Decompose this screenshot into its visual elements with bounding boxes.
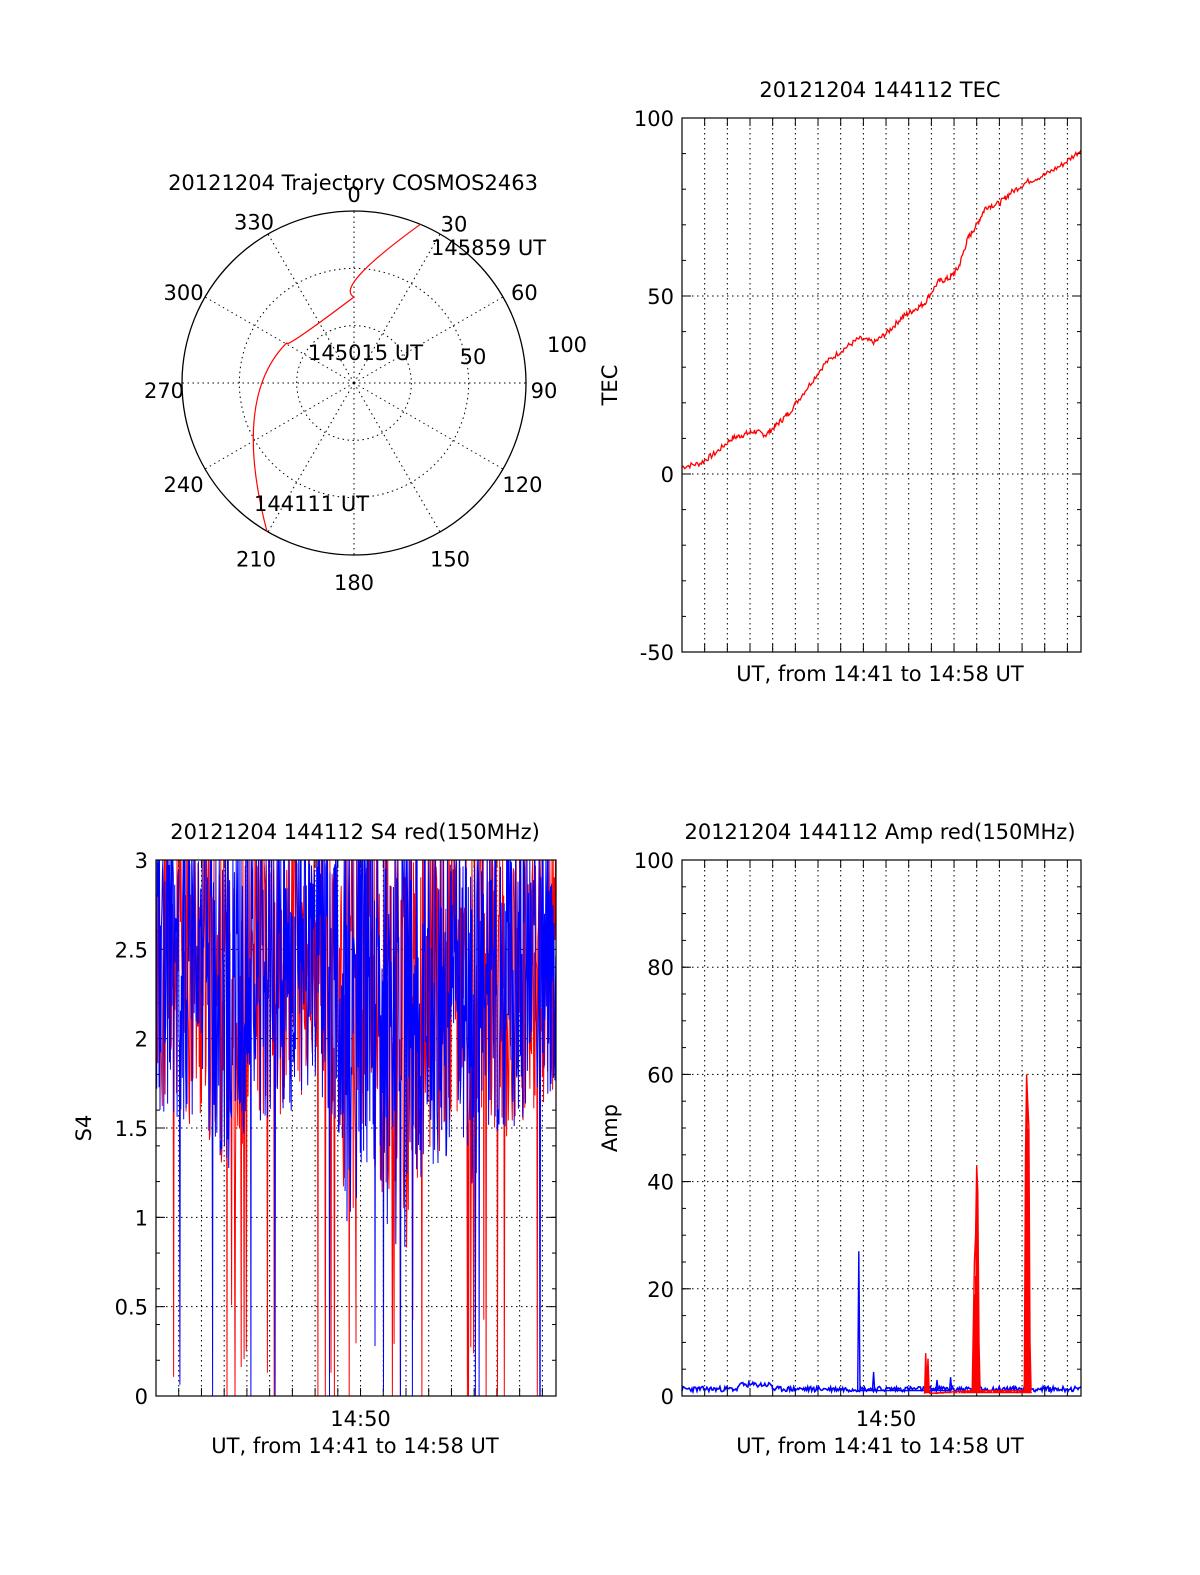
polar-azimuth-label: 0 [347,183,360,207]
s4-ytick-label: 2.5 [115,938,148,962]
polar-azimuth-label: 270 [144,379,184,403]
polar-range-ring [296,325,412,441]
track-label-start: 144111 UT [254,492,369,516]
polar-azimuth-label: 30 [441,213,468,237]
tec-ytick-label: 50 [647,285,674,309]
s4-plot-frame [155,859,557,1397]
s4-panel: 20121204 144112 S4 red(150MHz) 3 2.5 2 1.5 1… [72,820,557,1458]
amp-red-series-line [923,1074,1032,1395]
polar-azimuth-label: 330 [234,211,274,235]
s4-ytick-label: 1 [135,1206,148,1230]
polar-grid [181,210,527,556]
polar-spoke [353,296,504,384]
amp-ytick-label: 40 [647,1171,674,1195]
amp-ytick-label: 80 [647,956,674,980]
polar-azimuth-label: 150 [430,547,470,571]
tec-x-axis-label: UT, from 14:41 to 14:58 UT [736,662,1024,686]
polar-azimuth-label: 90 [531,379,558,403]
s4-ytick-label: 2 [135,1028,148,1052]
tec-y-tick-labels: 100 50 0 -50 [634,107,674,665]
amp-x-axis-label: UT, from 14:41 to 14:58 UT [736,1434,1024,1458]
trajectory-panel: 20121204 Trajectory COSMOS2463 0 30 60 90 12… [144,171,587,595]
s4-y-tick-labels: 3 2.5 2 1.5 1 0.5 0 [115,849,148,1409]
polar-radial-label-50: 50 [460,345,487,369]
amp-xtick-label: 14:50 [856,1407,917,1431]
polar-azimuth-label: 210 [236,547,276,571]
amp-y-axis-label: Amp [598,1104,622,1152]
tec-ytick-label: -50 [640,641,674,665]
amp-title: 20121204 144112 Amp red(150MHz) [684,820,1075,844]
polar-azimuth-label: 60 [511,281,538,305]
amp-blue-series-line [857,1251,953,1392]
amp-ytick-label: 100 [634,849,674,873]
polar-spoke [204,296,355,384]
amp-ytick-label: 0 [661,1385,674,1409]
amp-x-tick-labels: 14:50 [856,1407,917,1431]
amp-ytick-label: 20 [647,1278,674,1302]
s4-ytick-label: 0.5 [115,1296,148,1320]
s4-ytick-label: 0 [135,1385,148,1409]
polar-spoke [267,382,355,533]
polar-spoke [267,233,355,384]
polar-azimuth-label: 240 [164,473,204,497]
tec-plot-frame [681,117,1082,653]
s4-xtick-label: 14:50 [330,1407,391,1431]
polar-spoke [353,382,504,470]
track-label-mid: 145015 UT [308,341,423,365]
amp-panel: 20121204 144112 Amp red(150MHz) 100 80 60 4… [598,820,1082,1458]
tec-series-line [681,149,1082,470]
s4-blue-series-line [156,860,556,1396]
polar-azimuth-label: 300 [164,281,204,305]
amp-grid [682,860,1081,1396]
satellite-track [252,223,421,532]
polar-azimuth-label: 180 [334,571,374,595]
tec-grid [682,118,1081,652]
tec-y-axis-label: TEC [598,365,622,407]
tec-ytick-label: 100 [634,107,674,131]
amp-plot-frame [681,859,1082,1397]
polar-spoke [353,382,441,533]
s4-title: 20121204 144112 S4 red(150MHz) [170,820,540,844]
tec-title: 20121204 144112 TEC [759,78,1000,102]
track-label-end: 145859 UT [431,236,546,260]
polar-azimuth-label: 120 [502,473,542,497]
tec-panel: 20121204 144112 TEC 100 50 0 -50 TEC UT, fr… [598,78,1082,686]
polar-spoke [353,233,441,384]
tec-ytick-label: 0 [661,463,674,487]
polar-azimuth-labels: 0 30 60 90 120 150 180 210 240 270 300 330 [144,183,557,595]
amp-ytick-label: 60 [647,1063,674,1087]
polar-outer-circle [181,210,527,556]
s4-ytick-label: 3 [135,849,148,873]
amp-y-tick-labels: 100 80 60 40 20 0 [634,849,674,1409]
s4-y-axis-label: S4 [72,1115,96,1142]
s4-x-axis-label: UT, from 14:41 to 14:58 UT [211,1434,499,1458]
tec-tick-marks [682,117,1081,653]
s4-ytick-label: 1.5 [115,1117,148,1141]
polar-spoke [204,382,355,470]
s4-x-tick-labels: 14:50 [330,1407,391,1431]
trajectory-title: 20121204 Trajectory COSMOS2463 [168,171,538,195]
polar-radial-label-100: 100 [547,333,587,357]
